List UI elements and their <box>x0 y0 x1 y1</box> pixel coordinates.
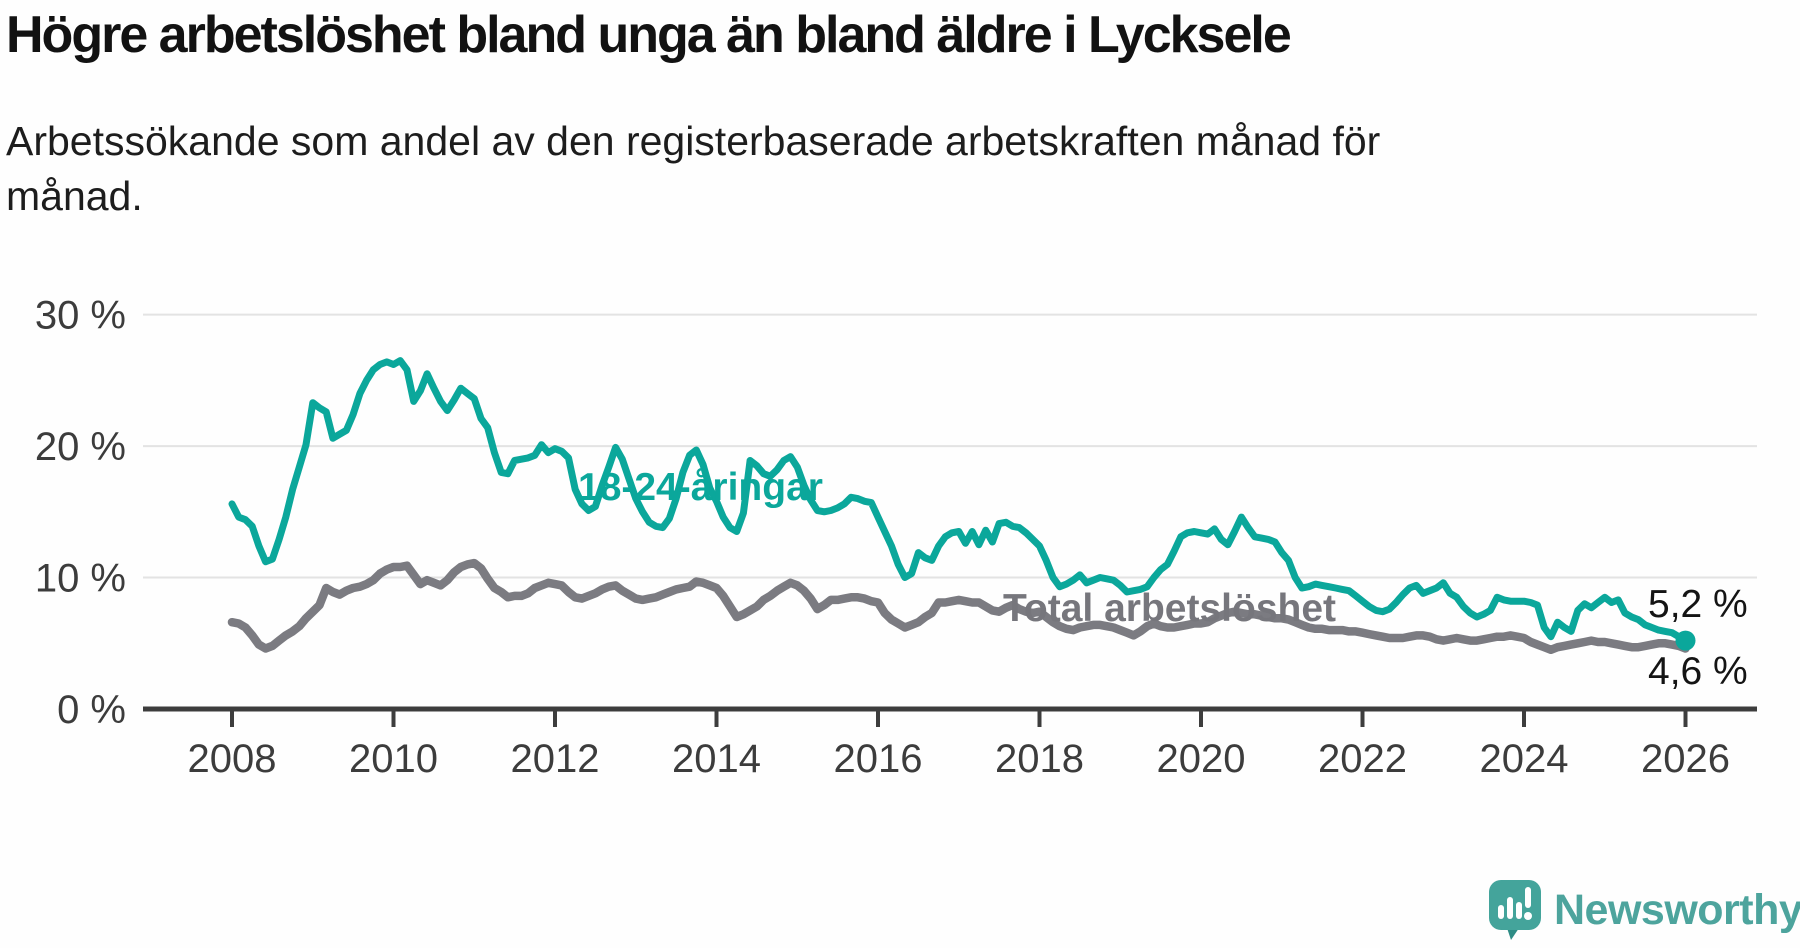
page-title: Högre arbetslöshet bland unga än bland ä… <box>6 6 1292 64</box>
x-tick-label: 2012 <box>511 737 600 781</box>
y-tick-label: 20 % <box>35 425 126 469</box>
page-subtitle: Arbetssökande som andel av den registerb… <box>6 118 1381 220</box>
x-tick-label: 2010 <box>349 737 438 781</box>
y-axis-labels: 30 % 20 % 10 % 0 % <box>35 294 126 732</box>
x-tick-label: 2014 <box>672 737 761 781</box>
x-axis-labels: 2008 2010 2012 2014 2016 2018 2020 2022 2024 2026 <box>188 737 1730 781</box>
y-tick-label: 0 % <box>57 688 126 732</box>
value-label-youth: 5,2 % <box>1648 583 1748 626</box>
y-tick-label: 10 % <box>35 557 126 601</box>
x-tick-label: 2020 <box>1157 737 1246 781</box>
series-line-total <box>227 558 1690 655</box>
x-tick-label: 2016 <box>834 737 923 781</box>
x-axis-ticks <box>230 711 1688 727</box>
newsworthy-logo-text: Newsworthy <box>1554 885 1800 934</box>
series-lines <box>227 357 1690 655</box>
latest-point-marker <box>1675 630 1696 651</box>
x-tick-label: 2026 <box>1641 737 1730 781</box>
y-tick-label: 30 % <box>35 294 126 338</box>
value-label-total: 4,6 % <box>1648 650 1748 693</box>
x-tick-label: 2022 <box>1318 737 1407 781</box>
series-label-youth: 18-24-åringar <box>578 466 823 509</box>
x-tick-label: 2008 <box>188 737 277 781</box>
newsworthy-logo: Newsworthy <box>1486 878 1800 942</box>
series-line-youth <box>228 357 1689 645</box>
newsworthy-logo-icon <box>1489 880 1541 940</box>
x-tick-label: 2018 <box>995 737 1084 781</box>
x-tick-label: 2024 <box>1480 737 1569 781</box>
series-label-total: Total arbetslöshet <box>1003 587 1336 630</box>
